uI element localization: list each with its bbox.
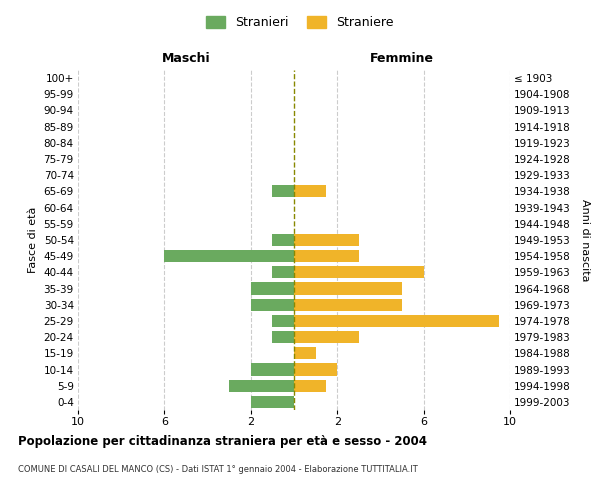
Bar	[164, 250, 294, 262]
Bar	[294, 266, 424, 278]
Bar	[294, 348, 316, 360]
Bar	[294, 298, 402, 311]
Bar	[294, 282, 402, 294]
Bar	[272, 266, 294, 278]
Bar	[229, 380, 294, 392]
Bar	[251, 364, 294, 376]
Y-axis label: Anni di nascita: Anni di nascita	[580, 198, 590, 281]
Bar	[294, 186, 326, 198]
Y-axis label: Fasce di età: Fasce di età	[28, 207, 38, 273]
Text: Popolazione per cittadinanza straniera per età e sesso - 2004: Popolazione per cittadinanza straniera p…	[18, 435, 427, 448]
Bar	[294, 234, 359, 246]
Text: Maschi: Maschi	[161, 52, 211, 65]
Bar	[272, 315, 294, 327]
Bar	[294, 364, 337, 376]
Bar	[251, 298, 294, 311]
Text: Femmine: Femmine	[370, 52, 434, 65]
Bar	[294, 315, 499, 327]
Bar	[272, 234, 294, 246]
Bar	[251, 282, 294, 294]
Bar	[272, 186, 294, 198]
Bar	[251, 396, 294, 408]
Legend: Stranieri, Straniere: Stranieri, Straniere	[202, 11, 398, 34]
Bar	[294, 380, 326, 392]
Bar	[272, 331, 294, 343]
Bar	[294, 250, 359, 262]
Bar	[294, 331, 359, 343]
Text: COMUNE DI CASALI DEL MANCO (CS) - Dati ISTAT 1° gennaio 2004 - Elaborazione TUTT: COMUNE DI CASALI DEL MANCO (CS) - Dati I…	[18, 465, 418, 474]
